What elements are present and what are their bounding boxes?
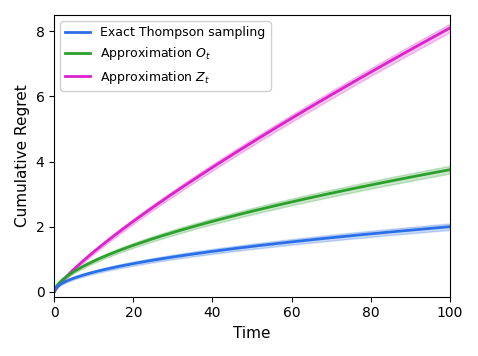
Approximation $O_t$ bbox=[67, 272, 73, 276]
Approximation $O_t$ bbox=[157, 235, 163, 239]
Legend: Exact Thompson sampling, Approximation $O_t$, Approximation $Z_t$: Exact Thompson sampling, Approximation $… bbox=[60, 21, 271, 91]
X-axis label: Time: Time bbox=[233, 326, 271, 341]
Approximation $O_t$ bbox=[427, 171, 433, 176]
Exact Thompson sampling bbox=[157, 257, 163, 261]
Approximation $Z_t$ bbox=[75, 263, 81, 268]
Approximation $O_t$ bbox=[413, 174, 419, 178]
Exact Thompson sampling bbox=[447, 225, 453, 229]
Exact Thompson sampling bbox=[427, 226, 433, 231]
Approximation $Z_t$ bbox=[447, 26, 453, 30]
Approximation $Z_t$ bbox=[51, 290, 57, 294]
Approximation $O_t$ bbox=[447, 168, 453, 172]
Exact Thompson sampling bbox=[75, 274, 81, 279]
Approximation $Z_t$ bbox=[67, 271, 73, 275]
Line: Exact Thompson sampling: Exact Thompson sampling bbox=[54, 227, 450, 292]
Y-axis label: Cumulative Regret: Cumulative Regret bbox=[15, 84, 30, 227]
Exact Thompson sampling bbox=[125, 262, 130, 267]
Line: Approximation $O_t$: Approximation $O_t$ bbox=[54, 170, 450, 292]
Approximation $Z_t$ bbox=[157, 200, 163, 205]
Approximation $Z_t$ bbox=[413, 44, 419, 49]
Exact Thompson sampling bbox=[413, 227, 419, 232]
Approximation $O_t$ bbox=[75, 267, 81, 271]
Line: Approximation $Z_t$: Approximation $Z_t$ bbox=[54, 28, 450, 292]
Approximation $Z_t$ bbox=[125, 223, 130, 227]
Exact Thompson sampling bbox=[51, 290, 57, 294]
Approximation $O_t$ bbox=[125, 245, 130, 250]
Approximation $Z_t$ bbox=[427, 37, 433, 41]
Approximation $O_t$ bbox=[51, 290, 57, 294]
Exact Thompson sampling bbox=[67, 277, 73, 282]
